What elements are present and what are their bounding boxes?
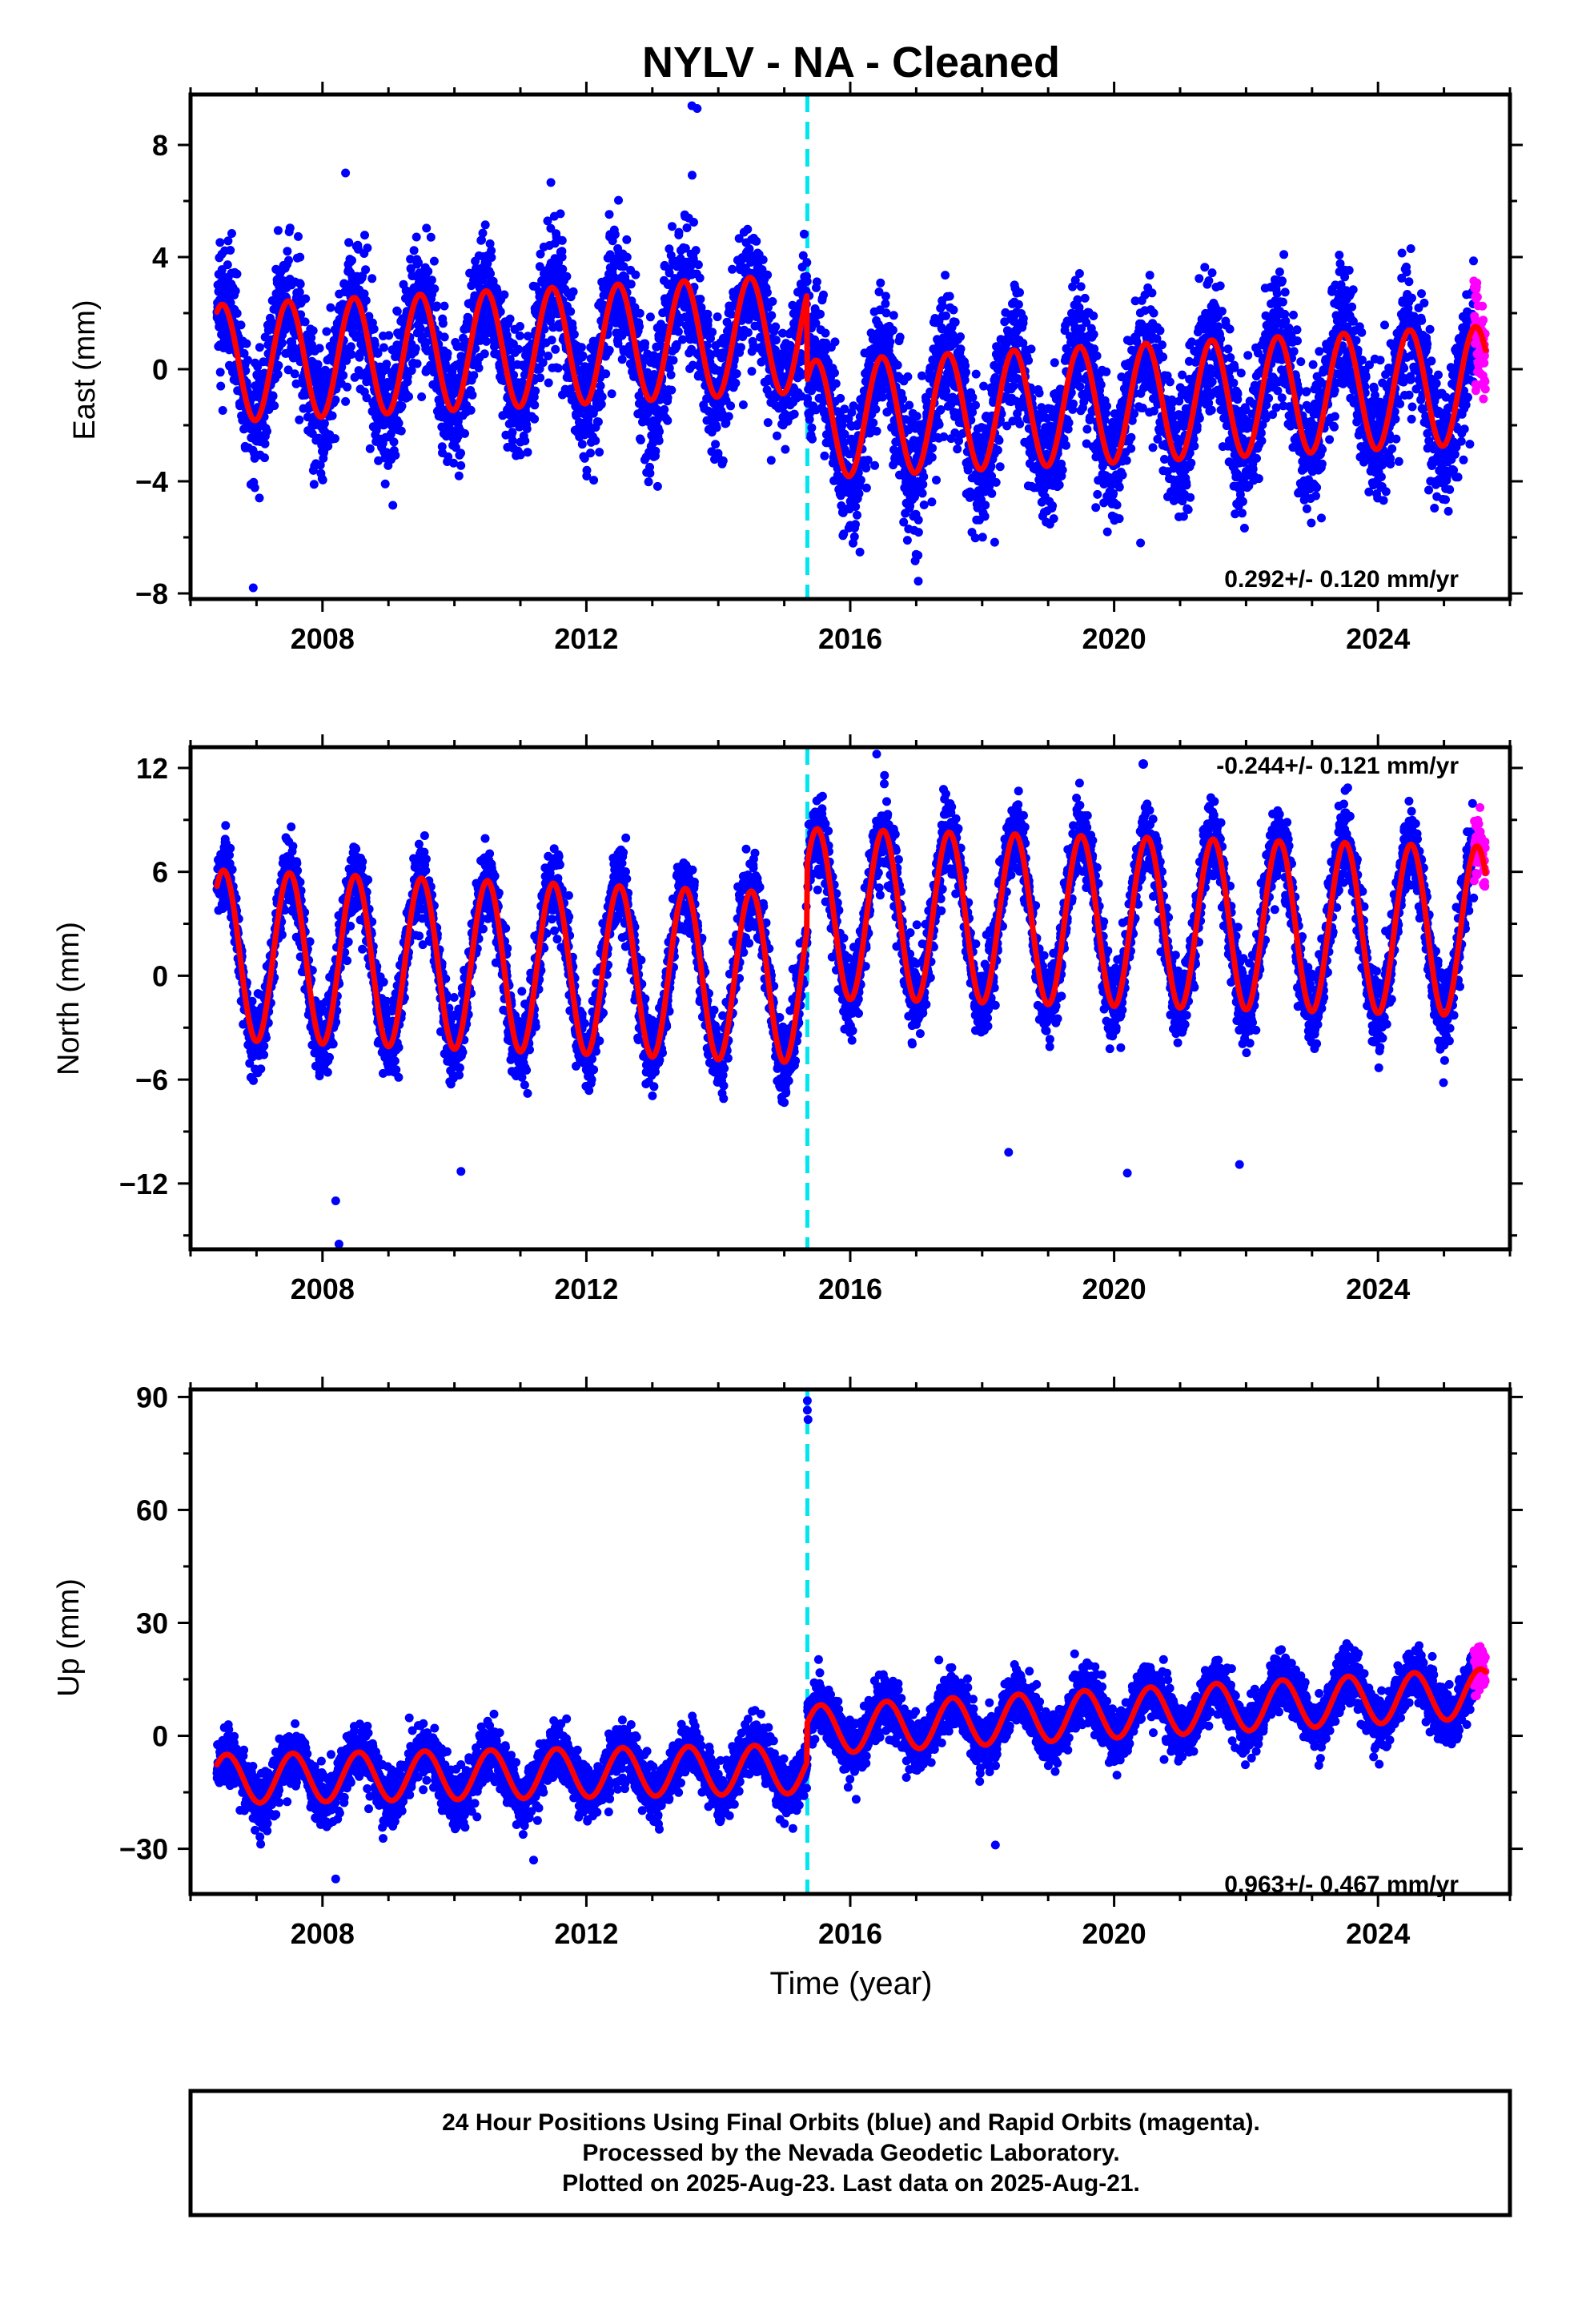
x-tick-label: 2008	[291, 622, 355, 655]
x-tick-label: 2012	[554, 1273, 618, 1305]
up-axes-frame	[178, 1377, 1523, 1907]
x-tick-label: 2020	[1082, 1917, 1146, 1950]
x-tick-label: 2020	[1082, 1273, 1146, 1305]
plot-title: NYLV - NA - Cleaned	[642, 38, 1060, 86]
y-tick-label: −30	[119, 1833, 168, 1866]
footer-box: 24 Hour Positions Using Final Orbits (bl…	[188, 2089, 1512, 2217]
y-tick-label: 0	[152, 1720, 168, 1753]
footer-line-2: Processed by the Nevada Geodetic Laborat…	[582, 2140, 1119, 2166]
x-tick-label: 2012	[554, 622, 618, 655]
final-orbit-points	[212, 750, 1479, 1248]
up-y-axis-label: Up (mm)	[52, 1578, 86, 1697]
y-tick-label: −6	[135, 1063, 168, 1096]
north-rate-legend: -0.244+/- 0.121 mm/yr	[1138, 753, 1459, 779]
east-y-axis-label: East (mm)	[68, 300, 102, 440]
east-model-curve	[214, 275, 1488, 480]
up-rate-label: 0.963+/- 0.467 mm/yr	[1224, 1872, 1459, 1898]
y-tick-label: 0	[152, 959, 168, 992]
x-tick-label: 2024	[1346, 1273, 1410, 1305]
x-tick-label: 2020	[1082, 622, 1146, 655]
north-panel: 2008 2012 2016 2020 2024 −12 −6 0 6 12 North (mm)…	[52, 734, 1523, 1305]
north-rate-label: -0.244+/- 0.121 mm/yr	[1216, 753, 1459, 779]
y-tick-label: 60	[136, 1494, 168, 1526]
y-tick-label: 0	[152, 353, 168, 386]
final-orbit-points	[212, 1396, 1479, 1884]
y-tick-label: 4	[152, 241, 168, 274]
model-fit-line	[214, 826, 1488, 1065]
y-tick-label: 12	[136, 752, 168, 785]
up-tick-labels: 2008 2012 2016 2020 2024 −30 0 30 60 90	[119, 1381, 1410, 1950]
x-tick-label: 2016	[818, 1273, 882, 1305]
y-tick-label: 8	[152, 129, 168, 162]
model-fit-line	[214, 1666, 1488, 1806]
north-model-curve	[214, 826, 1488, 1065]
north-y-axis-label: North (mm)	[52, 922, 86, 1076]
y-tick-label: −12	[119, 1168, 168, 1200]
x-tick-label: 2008	[291, 1273, 355, 1305]
east-panel: 2008 2012 2016 2020 2024 −8 −4 0 4 8 East (mm) 0.…	[68, 82, 1523, 655]
footer-line-1: 24 Hour Positions Using Final Orbits (bl…	[442, 2109, 1260, 2136]
x-tick-label: 2016	[818, 622, 882, 655]
y-tick-label: −4	[135, 465, 168, 498]
x-tick-label: 2024	[1346, 622, 1410, 655]
model-fit-line	[214, 275, 1488, 480]
up-data-points	[212, 1389, 1490, 1894]
x-tick-label: 2024	[1346, 1917, 1410, 1950]
north-legend-dot	[1138, 759, 1148, 769]
x-tick-label: 2016	[818, 1917, 882, 1950]
east-axes-frame	[178, 82, 1523, 612]
footer-line-3: Plotted on 2025-Aug-23. Last data on 202…	[562, 2170, 1140, 2197]
east-tick-labels: 2008 2012 2016 2020 2024 −8 −4 0 4 8	[135, 129, 1410, 655]
x-tick-label: 2008	[291, 1917, 355, 1950]
x-tick-label: 2012	[554, 1917, 618, 1950]
north-axes-frame	[178, 734, 1523, 1262]
up-panel: 2008 2012 2016 2020 2024 −30 0 30 60 90 Up (mm) 0…	[52, 1377, 1523, 2001]
y-tick-label: 90	[136, 1381, 168, 1413]
y-tick-label: −8	[135, 577, 168, 610]
east-rate-label: 0.292+/- 0.120 mm/yr	[1224, 566, 1459, 593]
up-model-curve	[214, 1666, 1488, 1806]
x-axis-label: Time (year)	[770, 1966, 933, 2001]
y-tick-label: 30	[136, 1606, 168, 1639]
y-tick-label: 6	[152, 856, 168, 889]
north-tick-labels: 2008 2012 2016 2020 2024 −12 −6 0 6 12	[119, 752, 1410, 1305]
